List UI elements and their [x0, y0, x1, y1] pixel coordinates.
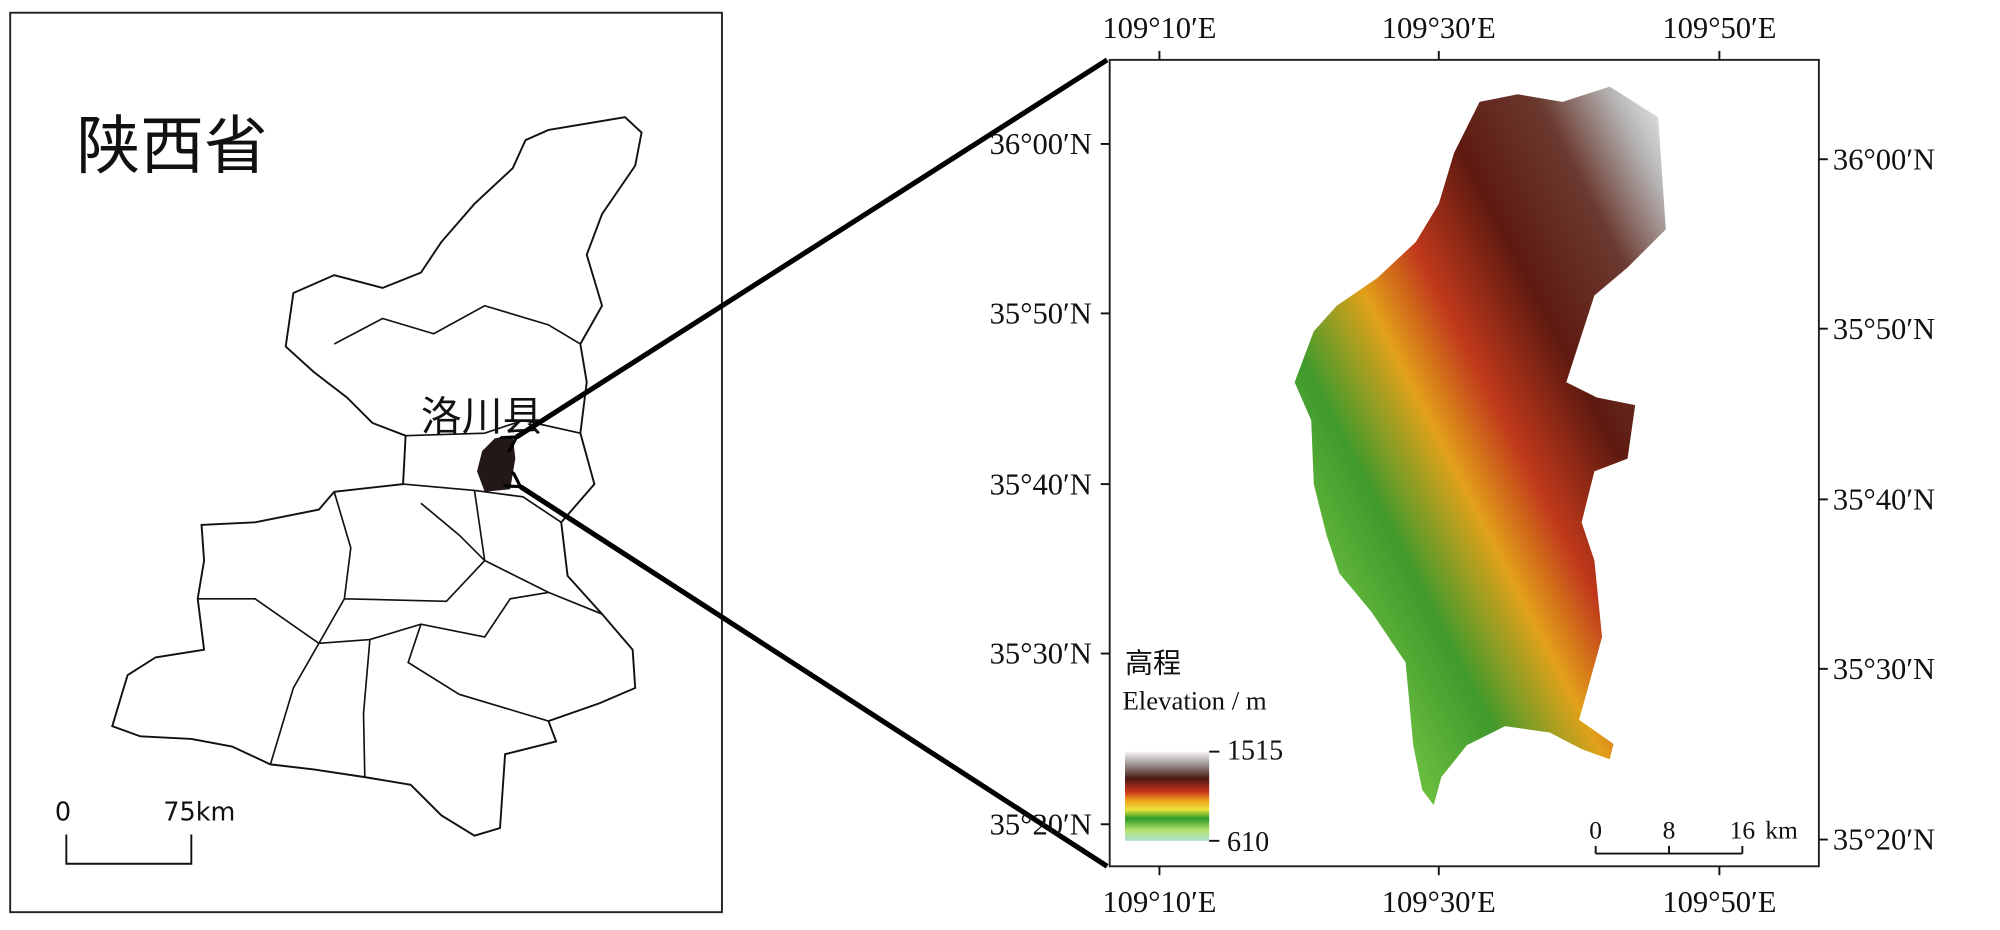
scale-label: 0 — [1589, 815, 1602, 844]
scale-label: 8 — [1663, 815, 1676, 844]
y-tick-label: 35°40′N — [1833, 483, 1935, 517]
y-tick-label: 36°00′N — [990, 127, 1092, 161]
elevation-surface — [1294, 86, 1666, 806]
scale-label: 0 — [55, 797, 71, 827]
scale-label: 16 — [1730, 815, 1755, 844]
y-tick-label: 35°30′N — [990, 637, 1092, 671]
legend-title: 高程 — [1125, 647, 1181, 680]
x-tick-label: 109°10′E — [1102, 11, 1216, 45]
scale-label: 75km — [163, 797, 235, 827]
y-tick-label: 35°30′N — [1833, 652, 1935, 686]
legend-subtitle: Elevation / m — [1122, 686, 1266, 716]
y-tick-label: 36°00′N — [1833, 142, 1935, 176]
legend-min: 610 — [1227, 827, 1269, 858]
district-boundaries — [197, 304, 603, 778]
x-tick-label: 109°50′E — [1662, 11, 1776, 45]
tick-group: 109°10′E 109°30′E 109°50′E 109°10′E 109°30′E… — [990, 11, 1936, 919]
y-tick-label: 35°20′N — [990, 807, 1092, 841]
inset-frame — [9, 11, 723, 914]
map-scale-bar: 0 8 16 km — [1589, 815, 1798, 855]
legend-colorbar — [1125, 751, 1210, 841]
legend-max: 1515 — [1227, 735, 1283, 766]
y-tick-label: 35°50′N — [990, 297, 1092, 331]
y-tick-label: 35°40′N — [990, 467, 1092, 501]
province-outline — [111, 116, 643, 837]
x-tick-label: 109°30′E — [1382, 885, 1496, 919]
inset-title: 陕西省 — [77, 110, 268, 184]
x-tick-label: 109°30′E — [1382, 11, 1496, 45]
y-tick-label: 35°20′N — [1833, 823, 1935, 857]
inset-scale-bar — [65, 834, 193, 865]
y-tick-label: 35°50′N — [1833, 312, 1935, 346]
x-tick-label: 109°10′E — [1102, 885, 1216, 919]
pointer-line — [520, 487, 1109, 869]
scale-unit: km — [1765, 815, 1798, 844]
x-tick-label: 109°50′E — [1662, 885, 1776, 919]
pointer-line — [517, 57, 1109, 437]
